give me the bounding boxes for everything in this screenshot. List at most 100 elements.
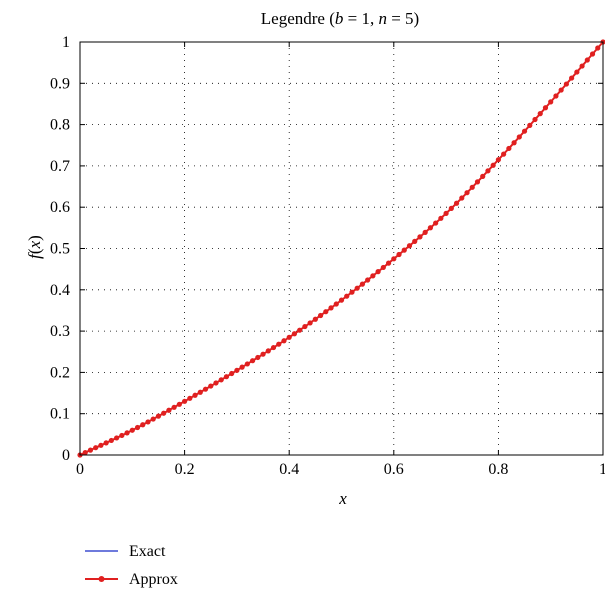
series-point-approx-9	[124, 430, 130, 436]
series-point-approx-57	[375, 269, 381, 275]
series-point-approx-14	[150, 416, 156, 422]
series-point-approx-64	[412, 238, 418, 244]
series-point-approx-22	[192, 392, 198, 398]
series-point-approx-48	[328, 305, 334, 311]
series-point-approx-61	[396, 251, 402, 258]
series-point-approx-10	[129, 427, 135, 433]
series-point-approx-89	[542, 105, 549, 111]
x-tick-label-2: 0.4	[279, 461, 299, 478]
series-point-approx-12	[140, 422, 146, 428]
series-point-approx-24	[202, 386, 209, 392]
series-point-approx-36	[265, 348, 271, 354]
series-point-approx-76	[474, 179, 481, 185]
series-point-approx-35	[260, 351, 266, 357]
legend-item-exact: Exact	[85, 543, 166, 560]
y-tick-label-5: 0.5	[50, 241, 70, 258]
series-point-approx-72	[453, 200, 460, 206]
series-point-approx-81	[501, 151, 507, 157]
x-tick-label-4: 0.8	[488, 461, 508, 478]
series-point-approx-20	[182, 398, 188, 404]
series-point-approx-27	[218, 377, 224, 383]
x-axis-label: x	[338, 489, 347, 508]
y-tick-label-0: 0	[62, 447, 70, 464]
y-axis-label: f(x)	[25, 235, 44, 259]
series-point-approx-71	[448, 205, 454, 211]
legend-marker-approx	[98, 576, 105, 582]
series-layer	[77, 39, 605, 458]
series-point-approx-39	[281, 338, 287, 344]
series-point-approx-80	[495, 157, 501, 163]
series-point-approx-63	[406, 243, 413, 249]
series-point-approx-93	[563, 81, 569, 87]
series-point-approx-26	[213, 380, 219, 386]
legend: Exact Approx	[85, 543, 178, 588]
series-point-approx-67	[427, 225, 434, 231]
series-point-approx-59	[385, 260, 392, 266]
y-tick-label-1: 0.1	[50, 406, 70, 423]
y-tick-label-8: 0.8	[50, 117, 70, 134]
series-point-approx-13	[145, 419, 151, 425]
series-point-approx-19	[176, 401, 182, 407]
series-point-approx-4	[98, 442, 104, 448]
y-tick-label-7: 0.7	[50, 158, 70, 175]
legend-item-approx: Approx	[85, 571, 178, 588]
y-tick-label-6: 0.6	[50, 199, 70, 216]
series-point-approx-31	[239, 364, 245, 370]
series-point-approx-84	[516, 134, 522, 140]
series-point-approx-18	[171, 404, 177, 410]
series-point-approx-53	[354, 285, 360, 291]
series-point-approx-58	[380, 264, 386, 271]
series-point-approx-28	[223, 374, 230, 380]
series-point-approx-21	[187, 395, 193, 401]
series-point-approx-60	[391, 256, 397, 262]
series-point-approx-92	[558, 87, 564, 93]
y-tick-label-10: 1	[62, 34, 70, 51]
series-point-approx-8	[119, 432, 125, 439]
series-point-approx-70	[443, 210, 449, 216]
series-point-approx-11	[134, 424, 141, 431]
series-point-approx-97	[584, 57, 590, 63]
series-point-approx-98	[589, 51, 596, 57]
series-point-approx-78	[485, 168, 491, 174]
series-point-approx-33	[249, 358, 256, 364]
x-tick-label-3: 0.6	[384, 461, 404, 478]
series-point-approx-2	[87, 447, 94, 453]
series-point-approx-87	[532, 116, 538, 123]
series-point-approx-85	[521, 128, 528, 134]
y-tick-label-4: 0.4	[50, 282, 70, 299]
chart-title: Legendre (b = 1, n = 5)	[261, 9, 419, 28]
y-tick-label-9: 0.9	[50, 75, 70, 92]
series-point-approx-43	[302, 323, 308, 330]
series-point-approx-45	[312, 316, 318, 322]
x-tick-label-0: 0	[76, 461, 84, 478]
series-point-approx-55	[365, 277, 371, 283]
series-point-approx-99	[595, 45, 601, 51]
series-point-approx-29	[229, 370, 235, 377]
series-point-approx-73	[459, 195, 465, 201]
series-point-approx-34	[255, 354, 261, 361]
series-point-approx-46	[317, 312, 324, 319]
series-point-approx-79	[490, 162, 496, 168]
series-point-approx-54	[359, 281, 366, 287]
series-point-approx-86	[527, 122, 533, 128]
series-point-approx-47	[323, 309, 329, 315]
series-point-approx-69	[438, 215, 444, 221]
series-point-approx-75	[469, 184, 475, 190]
series-point-approx-17	[166, 407, 172, 413]
series-point-approx-52	[349, 289, 355, 295]
y-tick-label-2: 0.2	[50, 364, 70, 381]
series-point-approx-96	[579, 63, 585, 69]
series-point-approx-83	[511, 140, 517, 146]
axes	[79, 41, 604, 456]
series-point-approx-88	[537, 111, 543, 117]
series-point-approx-30	[234, 367, 240, 373]
series-point-approx-62	[401, 247, 407, 253]
series-point-approx-3	[93, 445, 99, 451]
series-point-approx-91	[553, 93, 559, 99]
grid	[80, 42, 603, 455]
series-point-approx-49	[333, 301, 339, 307]
series-point-approx-90	[548, 99, 554, 105]
series-point-approx-66	[422, 229, 428, 235]
series-point-approx-44	[307, 320, 313, 326]
